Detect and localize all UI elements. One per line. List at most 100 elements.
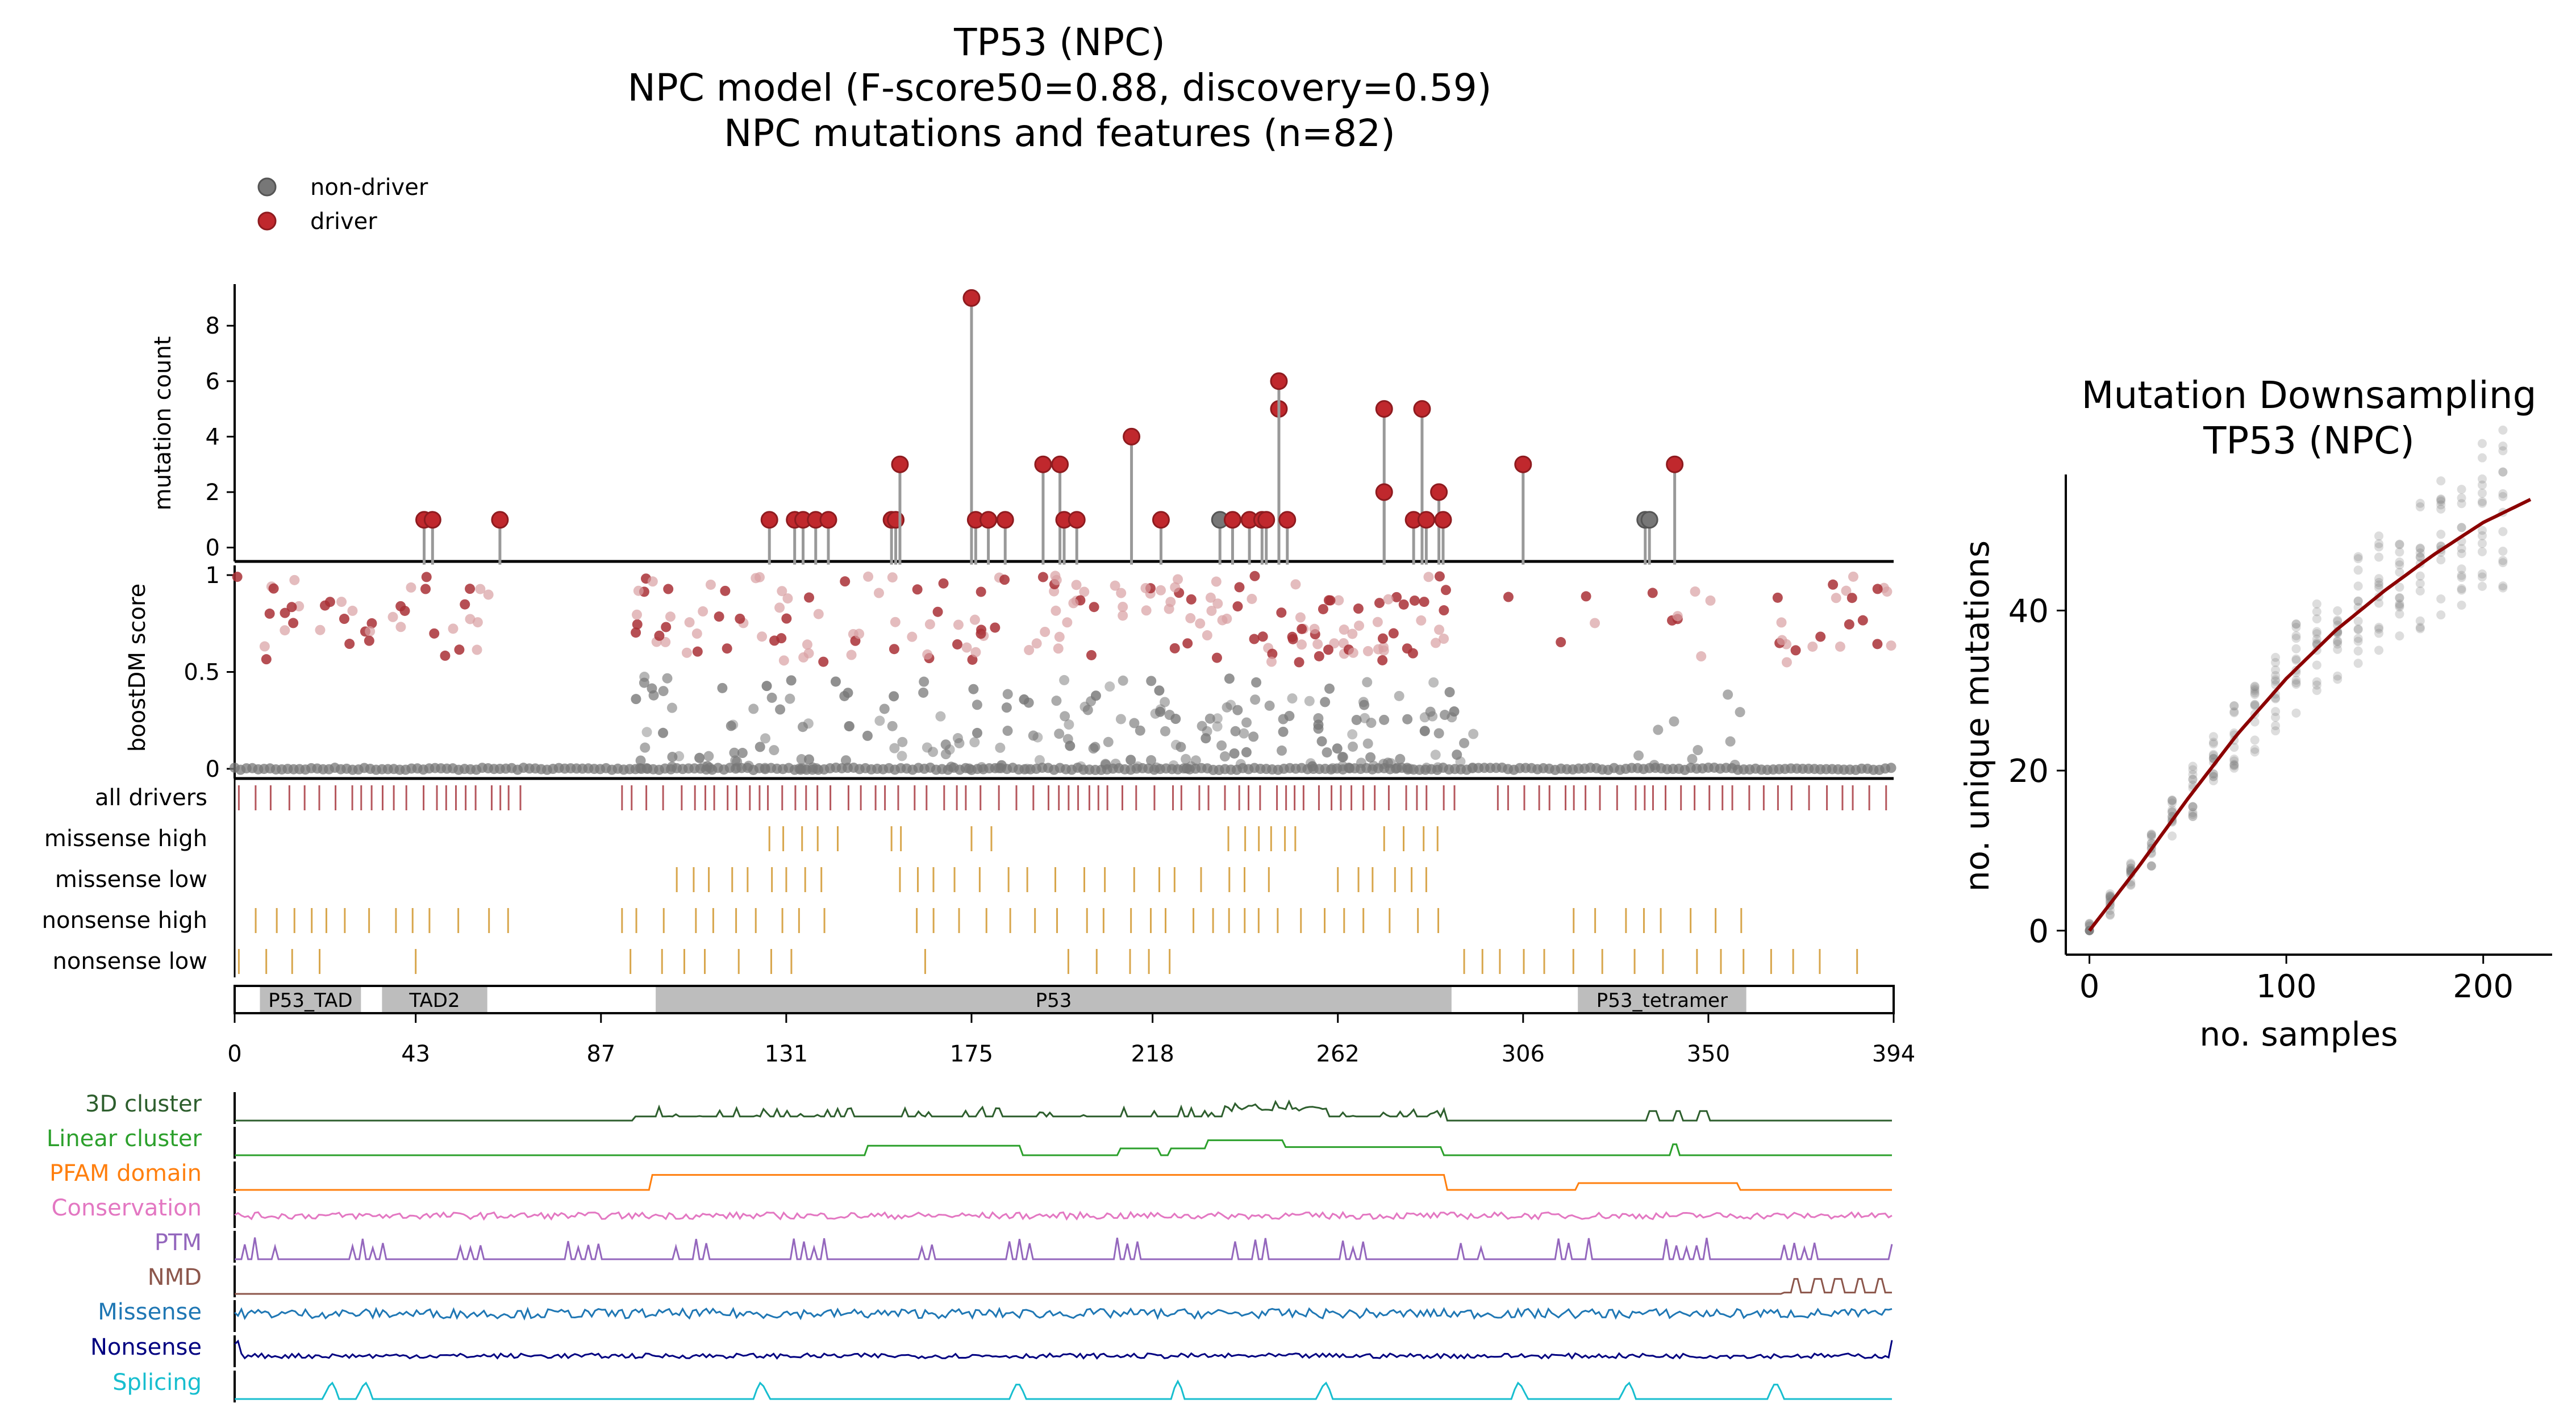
downsampling-point xyxy=(2229,760,2239,769)
boostdm-driver-point xyxy=(1297,639,1307,650)
boostdm-driver-point xyxy=(286,602,297,613)
downsampling-point xyxy=(2436,504,2446,514)
boostdm-driver-point xyxy=(722,643,732,654)
boostdm-point xyxy=(1428,677,1439,688)
downsampling-point xyxy=(2126,880,2136,890)
downsampling-point xyxy=(2167,831,2177,841)
driver-marker xyxy=(996,511,1014,529)
boostdm-point xyxy=(922,742,932,753)
downsampling-point xyxy=(2457,584,2466,593)
boostdm-driver-point xyxy=(1705,595,1716,606)
downsampling-point xyxy=(2415,622,2425,632)
downsampling-point xyxy=(2126,859,2136,868)
boostdm-point xyxy=(1432,762,1443,773)
downsampling-point xyxy=(2436,500,2446,510)
driver-marker xyxy=(1223,511,1241,529)
driver-marker xyxy=(1430,483,1448,501)
downsampling-point xyxy=(2250,684,2260,694)
downsampling-point xyxy=(2167,807,2177,817)
boostdm-point xyxy=(874,715,885,726)
boostdm-driver-point xyxy=(813,609,824,619)
boostdm-driver-point xyxy=(1054,631,1065,642)
boostdm-point xyxy=(1348,741,1358,752)
downsampling-point xyxy=(2395,547,2404,557)
boostdm-driver-point xyxy=(472,617,483,628)
lollipop-y-tick-label: 6 xyxy=(206,369,220,395)
downsampling-point xyxy=(2457,600,2466,610)
driver-marker xyxy=(1278,511,1297,529)
boostdm-point xyxy=(796,754,807,765)
boostdm-driver-point xyxy=(1439,605,1449,616)
boostdm-point xyxy=(1402,714,1413,725)
title-line-3: NPC mutations and features (n=82) xyxy=(724,111,1395,155)
boostdm-point xyxy=(1368,760,1379,771)
boostdm-point xyxy=(1160,697,1170,707)
boostdm-point xyxy=(726,721,736,731)
boostdm-point xyxy=(1337,752,1348,763)
downsampling-point xyxy=(2229,701,2239,711)
boostdm-driver-point xyxy=(1051,605,1061,616)
boostdm-driver-point xyxy=(1383,594,1394,605)
boostdm-driver-point xyxy=(1053,643,1064,654)
boostdm-driver-point xyxy=(1173,574,1183,585)
boostdm-point xyxy=(1305,758,1316,769)
downsampling-point xyxy=(2250,700,2260,709)
downsampling-point xyxy=(2477,572,2487,582)
boostdm-point xyxy=(1362,677,1373,688)
downsampling-point xyxy=(2291,619,2301,628)
feature-label-nonsense: Nonsense xyxy=(90,1334,202,1360)
boostdm-point xyxy=(1366,718,1377,728)
downsampling-point xyxy=(2498,527,2508,536)
downsampling-point xyxy=(2312,634,2321,644)
boostdm-point xyxy=(786,675,797,686)
boostdm-point xyxy=(1204,713,1215,724)
boostdm-driver-point xyxy=(1815,631,1826,642)
boostdm-driver-point xyxy=(887,572,898,583)
feature-line xyxy=(235,1139,1892,1156)
boostdm-driver-point xyxy=(976,628,986,639)
boostdm-driver-point xyxy=(1672,611,1683,622)
boostdm-point xyxy=(968,684,979,694)
boostdm-driver-point xyxy=(1051,574,1062,585)
boostdm-driver-point xyxy=(1776,617,1787,628)
boostdm-driver-point xyxy=(320,600,331,611)
downsampling-point xyxy=(2271,676,2281,686)
downsampling-point xyxy=(2188,775,2198,784)
boostdm-driver-point xyxy=(999,574,1010,585)
boostdm-driver-point xyxy=(663,584,674,594)
x-tick-label: 218 xyxy=(1131,1041,1174,1067)
boostdm-point xyxy=(702,761,713,772)
boostdm-point xyxy=(641,727,652,738)
boostdm-point xyxy=(1669,716,1679,727)
downsampling-x-tick-label: 200 xyxy=(2453,968,2514,1005)
downsampling-y-tick-label: 0 xyxy=(2028,913,2049,950)
boostdm-point xyxy=(1212,721,1223,732)
downsampling-point xyxy=(2208,750,2218,759)
nondriver-marker xyxy=(1640,511,1658,529)
downsampling-point xyxy=(2250,688,2260,698)
boostdm-driver-point xyxy=(1831,593,1841,603)
boostdm-driver-point xyxy=(647,576,658,587)
downsampling-point xyxy=(2374,574,2384,584)
feature-label-conservation: Conservation xyxy=(52,1195,202,1221)
boostdm-point xyxy=(976,762,987,773)
boostdm-driver-point xyxy=(1647,588,1658,598)
boostdm-point xyxy=(1146,755,1157,765)
boostdm-driver-point xyxy=(990,622,1001,633)
boostdm-point xyxy=(1264,700,1275,711)
boostdm-point xyxy=(897,751,907,761)
downsampling-point xyxy=(2333,639,2342,649)
boostdm-driver-point xyxy=(472,644,482,655)
boostdm-driver-point xyxy=(336,597,347,607)
boostdm-point xyxy=(1248,731,1259,742)
boostdm-point xyxy=(748,703,759,714)
x-tick-label: 306 xyxy=(1502,1041,1545,1067)
driver-marker xyxy=(1666,455,1684,473)
boostdm-driver-point xyxy=(803,648,814,659)
downsampling-point xyxy=(2271,707,2281,717)
boostdm-point xyxy=(698,761,709,772)
driver-marker xyxy=(1413,400,1431,418)
downsampling-point xyxy=(2250,701,2260,710)
boostdm-point xyxy=(1649,760,1660,771)
